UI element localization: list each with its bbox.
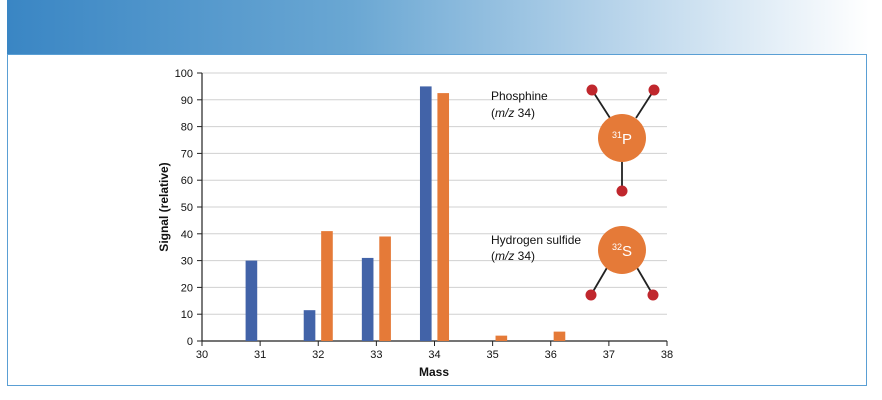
bar <box>553 331 566 341</box>
x-tick-label: 30 <box>196 349 208 361</box>
axes: 0 10 20 30 40 50 60 70 80 90 100 30 31 32 33 34 35 36 37 38 <box>175 68 673 361</box>
bar <box>437 93 450 341</box>
x-tick-label: 34 <box>428 349 440 361</box>
phosphine-label: Phosphine <box>491 89 548 103</box>
p-h-bond <box>591 89 611 119</box>
header-banner <box>7 0 869 55</box>
hydrogen-atom <box>647 289 659 301</box>
bar <box>321 231 333 341</box>
x-tick-label: 33 <box>370 349 382 361</box>
s-h-bond <box>590 265 609 296</box>
phosphorus-atom <box>598 114 646 162</box>
x-tick-label: 31 <box>254 349 266 361</box>
y-tick-label: 30 <box>181 256 193 268</box>
x-tick-label: 37 <box>603 349 615 361</box>
y-tick-label: 80 <box>181 122 193 134</box>
p-h-bond <box>635 89 655 119</box>
y-tick-label: 10 <box>181 309 193 321</box>
hydrogen-sulfide-molecule: 32S <box>585 226 659 301</box>
bar <box>379 236 391 341</box>
hydrogen-atom <box>648 84 660 96</box>
phosphine-mz-label: (m/z 34) <box>491 106 535 120</box>
s-h-bond <box>635 265 654 296</box>
bar <box>361 257 374 341</box>
bar <box>495 335 508 341</box>
x-tick-label: 38 <box>661 349 673 361</box>
bar <box>245 260 258 341</box>
y-tick-label: 40 <box>181 229 193 241</box>
bar <box>303 310 316 341</box>
x-axis-label: Mass <box>419 365 449 379</box>
figure-frame <box>7 54 867 386</box>
hydrogen-sulfide-label: Hydrogen sulfide <box>491 233 581 247</box>
y-tick-label: 70 <box>181 148 193 160</box>
hydrogen-atom <box>586 84 598 96</box>
y-tick-label: 20 <box>181 282 193 294</box>
y-tick-label: 50 <box>181 202 193 214</box>
y-tick-label: 0 <box>187 336 193 348</box>
hydrogen-sulfide-mz-label: (m/z 34) <box>491 249 535 263</box>
bar <box>419 86 432 342</box>
y-tick-label: 60 <box>181 175 193 187</box>
sulfur-symbol: 32S <box>612 242 632 260</box>
sulfur-atom <box>598 226 646 274</box>
y-axis-label: Signal (relative) <box>157 162 171 251</box>
phosphorus-symbol: 31P <box>612 130 632 148</box>
x-tick-label: 32 <box>312 349 324 361</box>
bars <box>245 86 566 342</box>
x-tick-label: 36 <box>545 349 557 361</box>
x-tick-label: 35 <box>487 349 499 361</box>
y-tick-label: 90 <box>181 95 193 107</box>
hydrogen-atom <box>585 289 597 301</box>
hydrogen-atom <box>616 185 628 197</box>
y-tick-label: 100 <box>175 68 193 80</box>
phosphine-molecule: 31P <box>586 84 660 197</box>
